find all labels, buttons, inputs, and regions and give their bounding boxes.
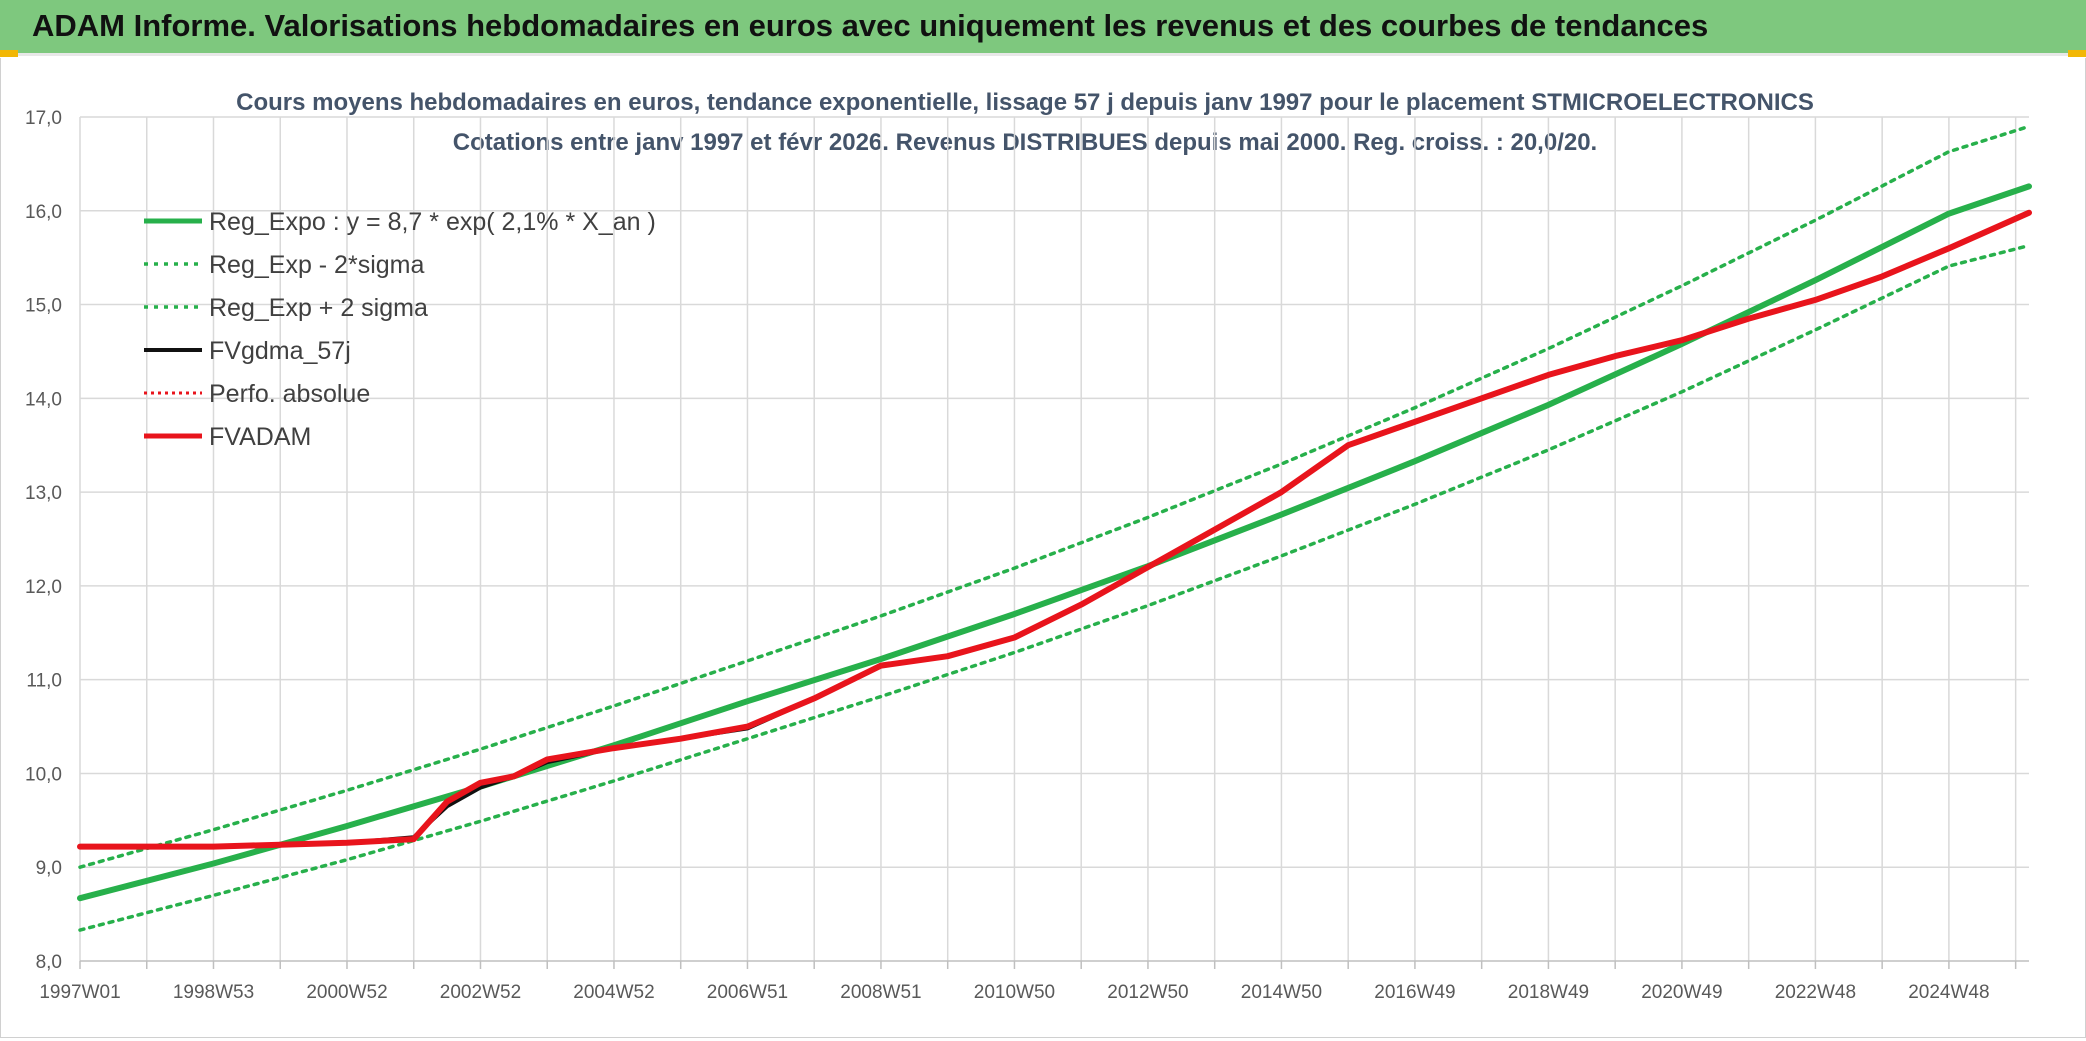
y-tick-label: 13,0 — [25, 483, 62, 504]
legend-label-0: Reg_Expo : y = 8,7 * exp( 2,1% * X_an ) — [209, 208, 656, 236]
x-tick-label: 2008W51 — [840, 982, 921, 1003]
chart-frame: Cours moyens hebdomadaires en euros, ten… — [0, 58, 2086, 1038]
chart-title: Cours moyens hebdomadaires en euros, ten… — [236, 89, 1814, 116]
legend-label-5: FVADAM — [209, 423, 311, 451]
report-banner: ADAM Informe. Valorisations hebdomadaire… — [0, 0, 2086, 56]
y-tick-label: 9,0 — [36, 858, 62, 879]
x-tick-label: 2006W51 — [707, 982, 788, 1003]
x-tick-label: 1997W01 — [39, 982, 120, 1003]
x-tick-label: 2024W48 — [1908, 982, 1989, 1003]
y-tick-label: 8,0 — [36, 952, 62, 973]
chart-svg: Cours moyens hebdomadaires en euros, ten… — [25, 89, 2032, 1003]
legend: Reg_Expo : y = 8,7 * exp( 2,1% * X_an ) R… — [144, 208, 656, 451]
y-tick-label: 12,0 — [25, 577, 62, 598]
series-line-2 — [78, 124, 2031, 869]
axes: 8,0 9,0 10,0 11,0 12,0 13,0 14,0 15,0 16,0 17,0 19… — [25, 108, 2029, 1003]
chart-subtitle: Cotations entre janv 1997 et févr 2026. … — [453, 129, 1597, 156]
x-tick-label: 2016W49 — [1374, 982, 1455, 1003]
legend-label-2: Reg_Exp + 2 sigma — [209, 294, 428, 322]
x-tick-label: 2022W48 — [1775, 982, 1856, 1003]
y-tick-label: 10,0 — [25, 764, 62, 785]
x-tick-label: 2014W50 — [1241, 982, 1322, 1003]
report-title: ADAM Informe. Valorisations hebdomadaire… — [32, 8, 1709, 43]
x-tick-label: 1998W53 — [173, 982, 254, 1003]
legend-label-1: Reg_Exp - 2*sigma — [209, 251, 424, 279]
x-tick-label: 2002W52 — [440, 982, 521, 1003]
corner-mark-left — [0, 50, 18, 57]
x-tick-label: 2012W50 — [1107, 982, 1188, 1003]
x-tick-label: 2004W52 — [573, 982, 654, 1003]
x-tick-label: 2018W49 — [1508, 982, 1589, 1003]
y-tick-label: 14,0 — [25, 389, 62, 410]
series-line-1 — [78, 243, 2031, 932]
x-tick-label: 2010W50 — [974, 982, 1055, 1003]
series-line-5 — [77, 209, 2032, 850]
x-tick-label: 2020W49 — [1641, 982, 1722, 1003]
y-tick-label: 16,0 — [25, 202, 62, 223]
y-tick-label: 17,0 — [25, 108, 62, 129]
legend-label-3: FVgdma_57j — [209, 337, 351, 365]
x-tick-label: 2000W52 — [306, 982, 387, 1003]
y-tick-label: 15,0 — [25, 296, 62, 317]
legend-label-4: Perfo. absolue — [209, 380, 370, 408]
series-line-0 — [77, 183, 2032, 902]
y-tick-label: 11,0 — [26, 671, 62, 692]
grid-lines — [79, 116, 2029, 961]
corner-mark-right — [2068, 50, 2086, 57]
series-lines — [77, 124, 2032, 932]
